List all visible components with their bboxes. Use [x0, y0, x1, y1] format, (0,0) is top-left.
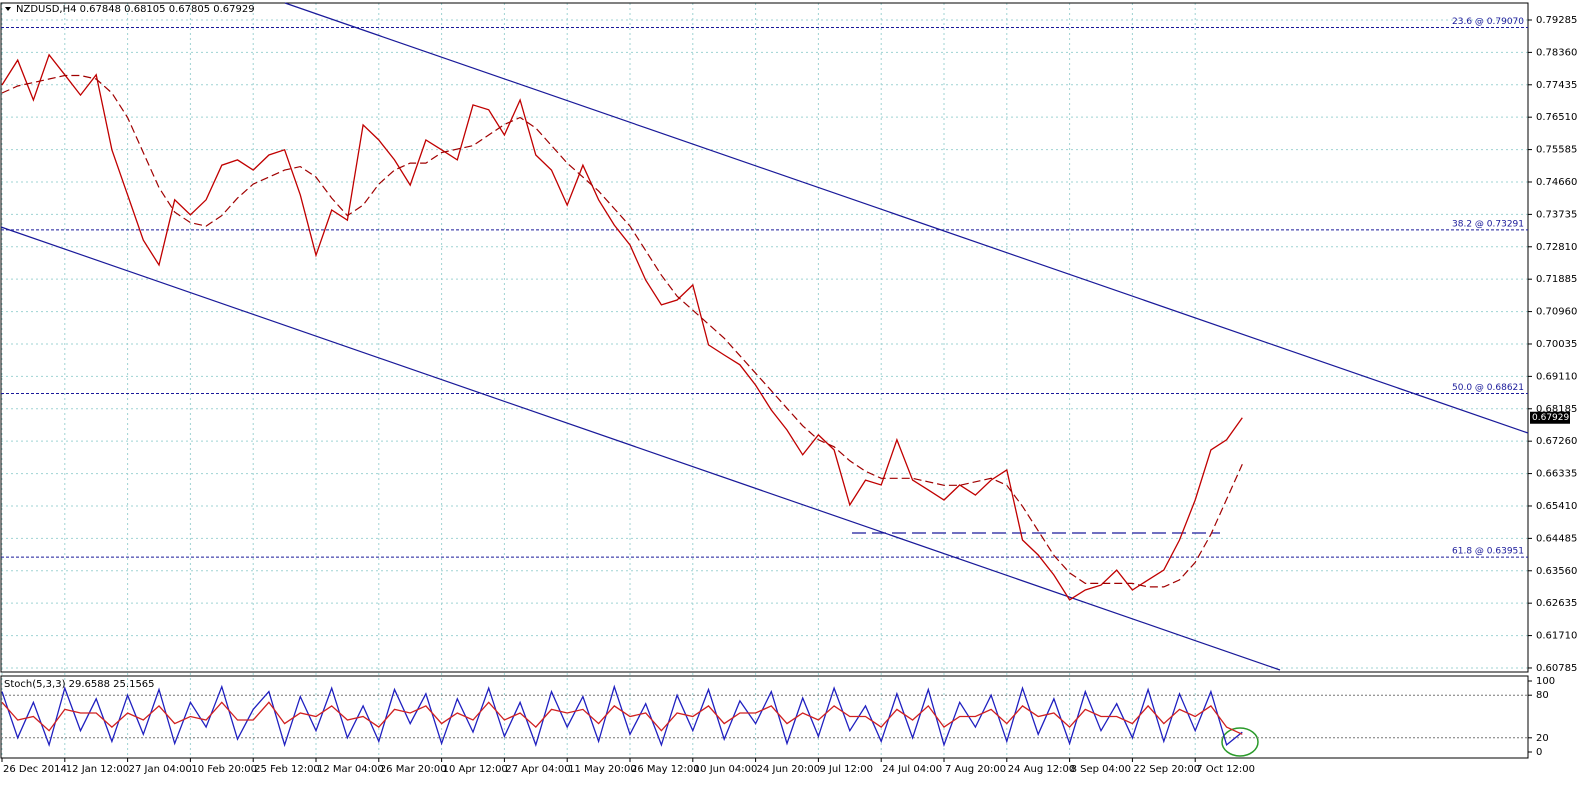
x-tick-label: 27 Jan 04:00 — [129, 764, 192, 775]
channel-upper — [284, 2, 1529, 434]
x-tick-label: 26 Dec 2014 — [3, 764, 67, 775]
x-tick-label: 24 Jul 04:00 — [882, 764, 942, 775]
series-line — [1, 701, 1243, 735]
y-tick-label: 0.64485 — [1536, 533, 1577, 544]
last-price-box — [1530, 411, 1570, 424]
menu-arrow — [5, 7, 11, 11]
x-tick-label: 26 May 12:00 — [631, 764, 700, 775]
stoch-title: Stoch(5,3,3) 29.6588 25.1565 — [4, 679, 155, 690]
y-tick-label: 0.78360 — [1536, 47, 1577, 58]
y-tick-label: 0.66335 — [1536, 469, 1577, 480]
x-tick-label: 10 Apr 12:00 — [443, 764, 508, 775]
y-tick-label: 0.70035 — [1536, 339, 1577, 350]
y-tick-label: 0.62635 — [1536, 598, 1577, 609]
y-tick-label: 0.71885 — [1536, 274, 1577, 285]
y-tick-label: 0.68185 — [1536, 404, 1577, 415]
y-tick-label: 0.61710 — [1536, 631, 1577, 642]
x-tick-label: 10 Feb 20:00 — [191, 764, 257, 775]
x-tick-label: 9 Jul 12:00 — [819, 764, 873, 775]
x-tick-label: 25 Feb 12:00 — [254, 764, 320, 775]
y-tick-label: 0.76510 — [1536, 112, 1577, 123]
y-tick-label: 0.72810 — [1536, 242, 1577, 253]
y-tick-label: 0.74660 — [1536, 177, 1577, 188]
highlight-circle — [1221, 727, 1259, 757]
fib-label: 61.8 @ 0.63951 — [1452, 547, 1524, 557]
y-tick-label: 0 — [1536, 747, 1542, 758]
x-tick-label: 7 Oct 12:00 — [1196, 764, 1255, 775]
x-tick-label: 12 Jan 12:00 — [66, 764, 129, 775]
x-tick-label: 22 Sep 20:00 — [1133, 764, 1200, 775]
y-tick-label: 0.60785 — [1536, 663, 1577, 674]
y-tick-label: 0.79285 — [1536, 15, 1577, 26]
last-price-label: 0.67929 — [1532, 413, 1569, 423]
x-tick-label: 12 Mar 04:00 — [317, 764, 384, 775]
y-tick-label: 0.65410 — [1536, 501, 1577, 512]
x-tick-label: 26 Mar 20:00 — [380, 764, 447, 775]
fib-label: 38.2 @ 0.73291 — [1452, 219, 1524, 229]
fib-label: 23.6 @ 0.79070 — [1452, 17, 1524, 27]
y-tick-label: 0.70960 — [1536, 307, 1577, 318]
y-tick-label: 20 — [1536, 733, 1549, 744]
x-tick-label: 11 May 20:00 — [568, 764, 637, 775]
x-tick-label: 10 Jun 04:00 — [694, 764, 758, 775]
fib-label: 50.0 @ 0.68621 — [1452, 383, 1524, 393]
stoch-panel — [0, 675, 1529, 759]
y-tick-label: 0.75585 — [1536, 145, 1577, 156]
x-tick-label: 8 Sep 04:00 — [1071, 764, 1131, 775]
y-tick-label: 0.63560 — [1536, 566, 1577, 577]
x-tick-label: 24 Aug 12:00 — [1008, 764, 1075, 775]
x-tick-label: 24 Jun 20:00 — [757, 764, 821, 775]
series-line — [1, 53, 1243, 601]
y-tick-label: 0.77435 — [1536, 80, 1577, 91]
chart-title: NZDUSD,H4 0.67848 0.68105 0.67805 0.6792… — [16, 4, 255, 15]
y-tick-label: 100 — [1536, 676, 1555, 687]
series-line — [1, 74, 1243, 588]
y-tick-label: 0.67260 — [1536, 436, 1577, 447]
y-tick-label: 0.69110 — [1536, 371, 1577, 382]
y-tick-label: 80 — [1536, 690, 1549, 701]
price-panel — [0, 2, 1529, 673]
grid — [1, 3, 1528, 758]
y-tick-label: 0.73735 — [1536, 209, 1577, 220]
x-tick-label: 7 Aug 20:00 — [945, 764, 1006, 775]
x-tick-label: 27 Apr 04:00 — [505, 764, 570, 775]
